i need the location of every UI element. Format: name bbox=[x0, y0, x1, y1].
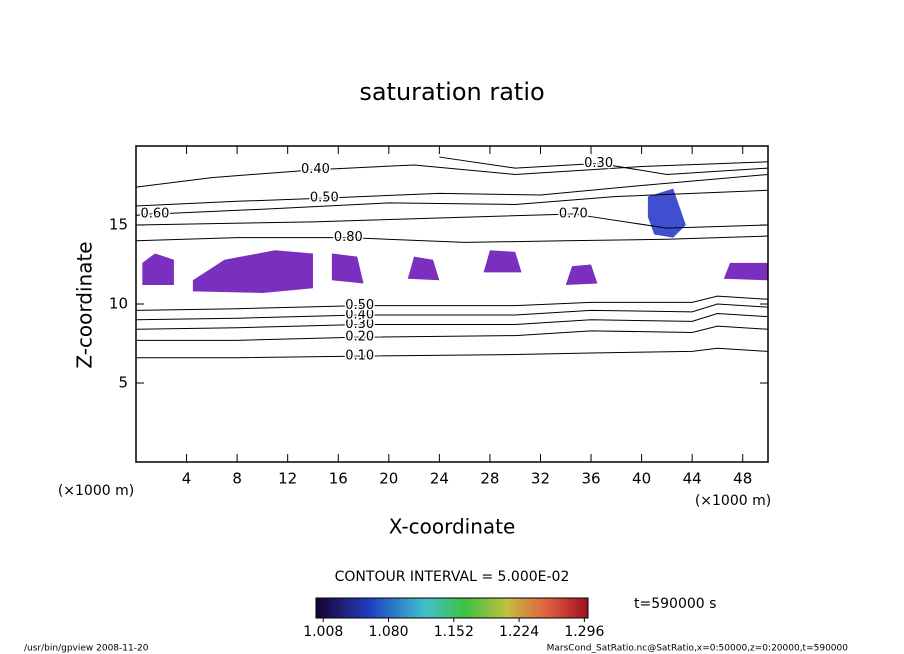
x-tick-label: 36 bbox=[581, 470, 600, 488]
time-label: t=590000 s bbox=[634, 596, 716, 612]
x-tick-label: 48 bbox=[733, 470, 752, 488]
contour-line bbox=[135, 189, 769, 217]
x-tick-label: 28 bbox=[480, 470, 499, 488]
x-tick-label: 24 bbox=[430, 470, 449, 488]
contour-label: 0.40 bbox=[301, 162, 330, 177]
colorbar bbox=[315, 597, 589, 619]
colorbar-tick-label: 1.008 bbox=[303, 624, 343, 640]
x-tick-label: 32 bbox=[531, 470, 550, 488]
colorbar-tick-label: 1.152 bbox=[434, 624, 474, 640]
supersaturated-region bbox=[331, 253, 364, 284]
chart-title: saturation ratio bbox=[359, 78, 544, 106]
contour-line bbox=[135, 173, 769, 207]
contour-label: 0.80 bbox=[334, 230, 363, 245]
contour-line bbox=[135, 295, 769, 311]
footer-left: /usr/bin/gpview 2008-11-20 bbox=[24, 644, 149, 654]
contour-label: 0.40 bbox=[345, 308, 374, 323]
contour-line bbox=[135, 312, 769, 330]
contour-label: 0.70 bbox=[559, 206, 588, 221]
supersaturated-region bbox=[483, 250, 522, 273]
supersaturated-region bbox=[192, 250, 313, 293]
y-axis-label: Z-coordinate bbox=[73, 241, 97, 368]
contour-label: 0.20 bbox=[345, 330, 374, 345]
contour-label: 0.10 bbox=[345, 349, 374, 364]
contour-line bbox=[135, 213, 769, 229]
y-tick-label: 5 bbox=[118, 374, 128, 392]
colorbar-tick-label: 1.080 bbox=[368, 624, 408, 640]
supersaturated-region bbox=[565, 264, 598, 286]
x-unit: (×1000 m) bbox=[695, 493, 771, 509]
x-tick-label: 4 bbox=[182, 470, 192, 488]
supersaturated-region bbox=[142, 253, 174, 286]
contour-interval: CONTOUR INTERVAL = 5.000E-02 bbox=[335, 569, 570, 585]
contour-line bbox=[135, 303, 769, 321]
colorbar-tick-label: 1.224 bbox=[499, 624, 539, 640]
footer-right: MarsCond_SatRatio.nc@SatRatio,x=0:50000,… bbox=[547, 644, 849, 654]
x-tick-label: 16 bbox=[329, 470, 348, 488]
y-tick-label: 10 bbox=[109, 295, 128, 313]
contour-line bbox=[135, 161, 769, 188]
y-tick-label: 15 bbox=[109, 216, 128, 234]
contour-label: 0.60 bbox=[140, 206, 169, 221]
x-axis-label: X-coordinate bbox=[389, 515, 516, 539]
x-tick-label: 44 bbox=[683, 470, 702, 488]
y-unit: (×1000 m) bbox=[58, 483, 134, 499]
x-tick-label: 40 bbox=[632, 470, 651, 488]
supersaturated-region bbox=[647, 188, 686, 238]
supersaturated-region bbox=[723, 262, 768, 281]
x-tick-label: 8 bbox=[232, 470, 242, 488]
x-tick-label: 12 bbox=[278, 470, 297, 488]
contour-label: 0.30 bbox=[584, 156, 613, 171]
contour-label: 0.50 bbox=[345, 298, 374, 313]
contour-line bbox=[135, 235, 769, 243]
x-tick-label: 20 bbox=[379, 470, 398, 488]
colorbar-tick-label: 1.296 bbox=[564, 624, 604, 640]
supersaturated-region bbox=[407, 256, 440, 281]
contour-label: 0.50 bbox=[310, 191, 339, 206]
contour-line bbox=[439, 156, 769, 175]
contour-line bbox=[136, 325, 769, 341]
contour-label: 0.30 bbox=[345, 317, 374, 332]
contour-line bbox=[136, 347, 769, 359]
